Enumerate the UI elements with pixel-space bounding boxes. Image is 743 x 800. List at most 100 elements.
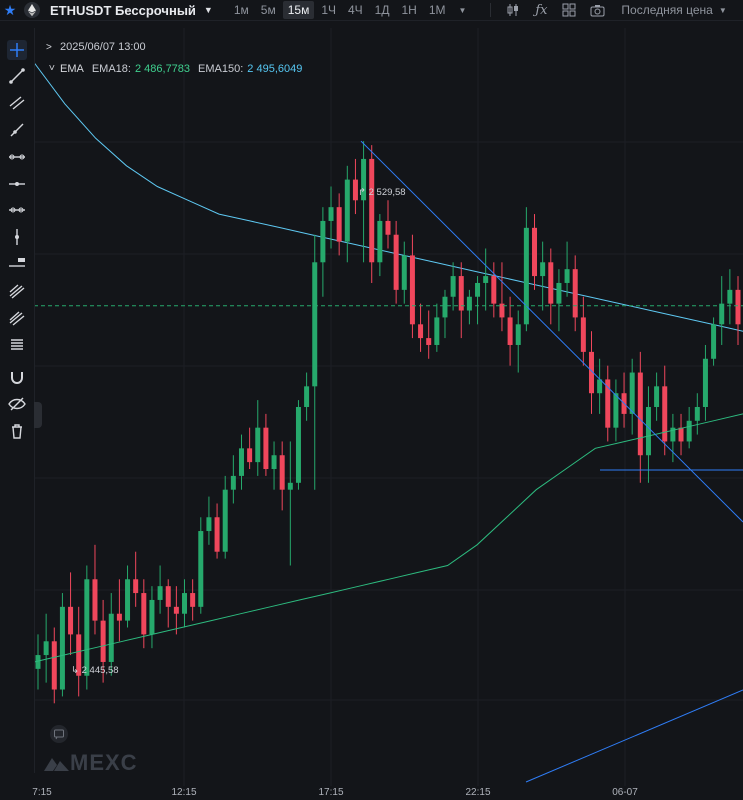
- timeframe-1m[interactable]: 1м: [233, 3, 249, 17]
- timeframe-1mo[interactable]: 1М: [428, 3, 446, 17]
- mexc-logo-icon: [44, 758, 69, 771]
- timeframe-1h[interactable]: 1Ч: [321, 3, 336, 17]
- time-tick: 17:15: [318, 787, 344, 798]
- price-type-select[interactable]: Последняя цена: [621, 3, 713, 17]
- candle-body: [597, 379, 603, 394]
- candle-type-icon[interactable]: [503, 0, 523, 20]
- candle-body: [59, 606, 65, 690]
- candle-body: [214, 517, 220, 552]
- candle-body: [247, 448, 253, 463]
- low-price-label: ↳ 2 445,58: [71, 665, 119, 676]
- ray-icon[interactable]: [7, 120, 27, 140]
- time-tick: 06-07: [612, 787, 638, 798]
- ema150-label: EMA150:: [198, 63, 244, 75]
- candle-body: [336, 207, 342, 242]
- candle-body: [361, 158, 367, 201]
- candle-body: [190, 593, 196, 607]
- time-axis[interactable]: 7:15 12:15 17:15 22:15 06-07: [0, 786, 743, 800]
- legend-datetime-row[interactable]: > 2025/06/07 13:00: [46, 36, 302, 58]
- candle-body: [580, 317, 586, 352]
- candle-body: [532, 227, 538, 277]
- candle-body: [108, 613, 114, 662]
- candle-body: [719, 303, 725, 325]
- fib-icon[interactable]: [7, 281, 27, 301]
- legend-ema-row[interactable]: > EMA EMA18: 2 486,7783 EMA150: 2 495,60…: [45, 58, 303, 80]
- vertical-line-icon[interactable]: [7, 227, 27, 247]
- star-icon[interactable]: ★: [3, 1, 17, 18]
- candle-body: [304, 386, 310, 407]
- horizontal-ray-icon[interactable]: [7, 174, 27, 194]
- timeframe-5m[interactable]: 5м: [260, 3, 276, 17]
- candle-body: [157, 586, 163, 600]
- chart-toolbar: ★ ETHUSDT Бессрочный ▼ 1м 5м 15м 1Ч 4Ч 1…: [0, 0, 743, 21]
- candle-body: [76, 634, 82, 676]
- caret-down-icon[interactable]: ▼: [203, 5, 213, 15]
- candle-body: [173, 606, 179, 614]
- symbol-name[interactable]: ETHUSDT Бессрочный: [50, 2, 196, 18]
- candle-body: [222, 489, 228, 552]
- candle-body: [548, 262, 554, 304]
- parallel-channel-icon[interactable]: [7, 93, 27, 113]
- ema-label: EMA: [60, 63, 84, 75]
- layout-icon[interactable]: [559, 0, 579, 20]
- trend-line: [360, 140, 743, 523]
- indicators-icon[interactable]: ƒx: [535, 2, 548, 18]
- candle-body: [141, 593, 147, 635]
- delete-icon[interactable]: [7, 421, 27, 441]
- trend-line-icon[interactable]: [7, 66, 27, 86]
- candle-body: [377, 220, 383, 263]
- timeframe-15m[interactable]: 15м: [282, 1, 315, 19]
- candle-body: [271, 455, 277, 470]
- candle-body: [572, 269, 578, 318]
- text-icon[interactable]: [7, 335, 27, 355]
- candle-body: [694, 407, 700, 421]
- candle-body: [458, 276, 464, 311]
- time-tick: 22:15: [465, 787, 491, 798]
- sidebar-collapse-handle[interactable]: [34, 402, 42, 428]
- candle-body: [133, 579, 139, 594]
- drawing-toolbar: [0, 28, 35, 773]
- gann-icon[interactable]: [7, 308, 27, 328]
- candle-body: [507, 317, 513, 345]
- timeframe-more-icon[interactable]: ▼: [458, 5, 467, 15]
- candle-body: [637, 372, 643, 456]
- caret-down-icon[interactable]: ▼: [718, 5, 727, 15]
- timeframe-4h[interactable]: 4Ч: [348, 3, 363, 17]
- timeframe-1w[interactable]: 1Н: [401, 3, 417, 17]
- candle-body: [165, 586, 171, 607]
- timeframe-1d[interactable]: 1Д: [374, 3, 390, 17]
- candle-body: [629, 372, 635, 414]
- extended-line-icon[interactable]: [7, 200, 27, 220]
- hide-icon[interactable]: [7, 394, 27, 414]
- camera-icon[interactable]: [587, 0, 607, 20]
- candle-body: [206, 517, 212, 532]
- ema150-value: 2 495,6049: [247, 63, 303, 75]
- chevron-right-icon[interactable]: >: [46, 41, 52, 53]
- price-label-icon[interactable]: [7, 254, 27, 274]
- candle-body: [450, 276, 456, 297]
- candle-body: [230, 475, 236, 490]
- candle-body: [702, 358, 708, 407]
- candle-body: [418, 324, 424, 339]
- eth-logo-icon: [24, 2, 40, 18]
- candle-body: [491, 276, 497, 304]
- ema18-value: 2 486,7783: [134, 63, 191, 75]
- candle-body: [295, 407, 301, 483]
- candle-body: [605, 379, 611, 428]
- magnet-icon[interactable]: [7, 367, 27, 387]
- candle-body: [442, 296, 448, 318]
- chart-legend: > 2025/06/07 13:00 > EMA EMA18: 2 486,77…: [45, 36, 303, 80]
- watermark-text: MEXC: [70, 750, 138, 775]
- horizontal-line-icon[interactable]: [7, 147, 27, 167]
- candle-body: [287, 482, 293, 490]
- chevron-down-icon[interactable]: >: [45, 64, 57, 70]
- candle-body: [613, 393, 619, 428]
- candle-body: [84, 579, 90, 676]
- candle-body: [426, 338, 432, 345]
- high-price-label: ↱ 2 529,58: [358, 187, 406, 198]
- candle-body: [409, 255, 415, 325]
- replay-icon[interactable]: [49, 724, 69, 744]
- ema18-line: [33, 413, 743, 663]
- crosshair-icon[interactable]: [7, 40, 27, 60]
